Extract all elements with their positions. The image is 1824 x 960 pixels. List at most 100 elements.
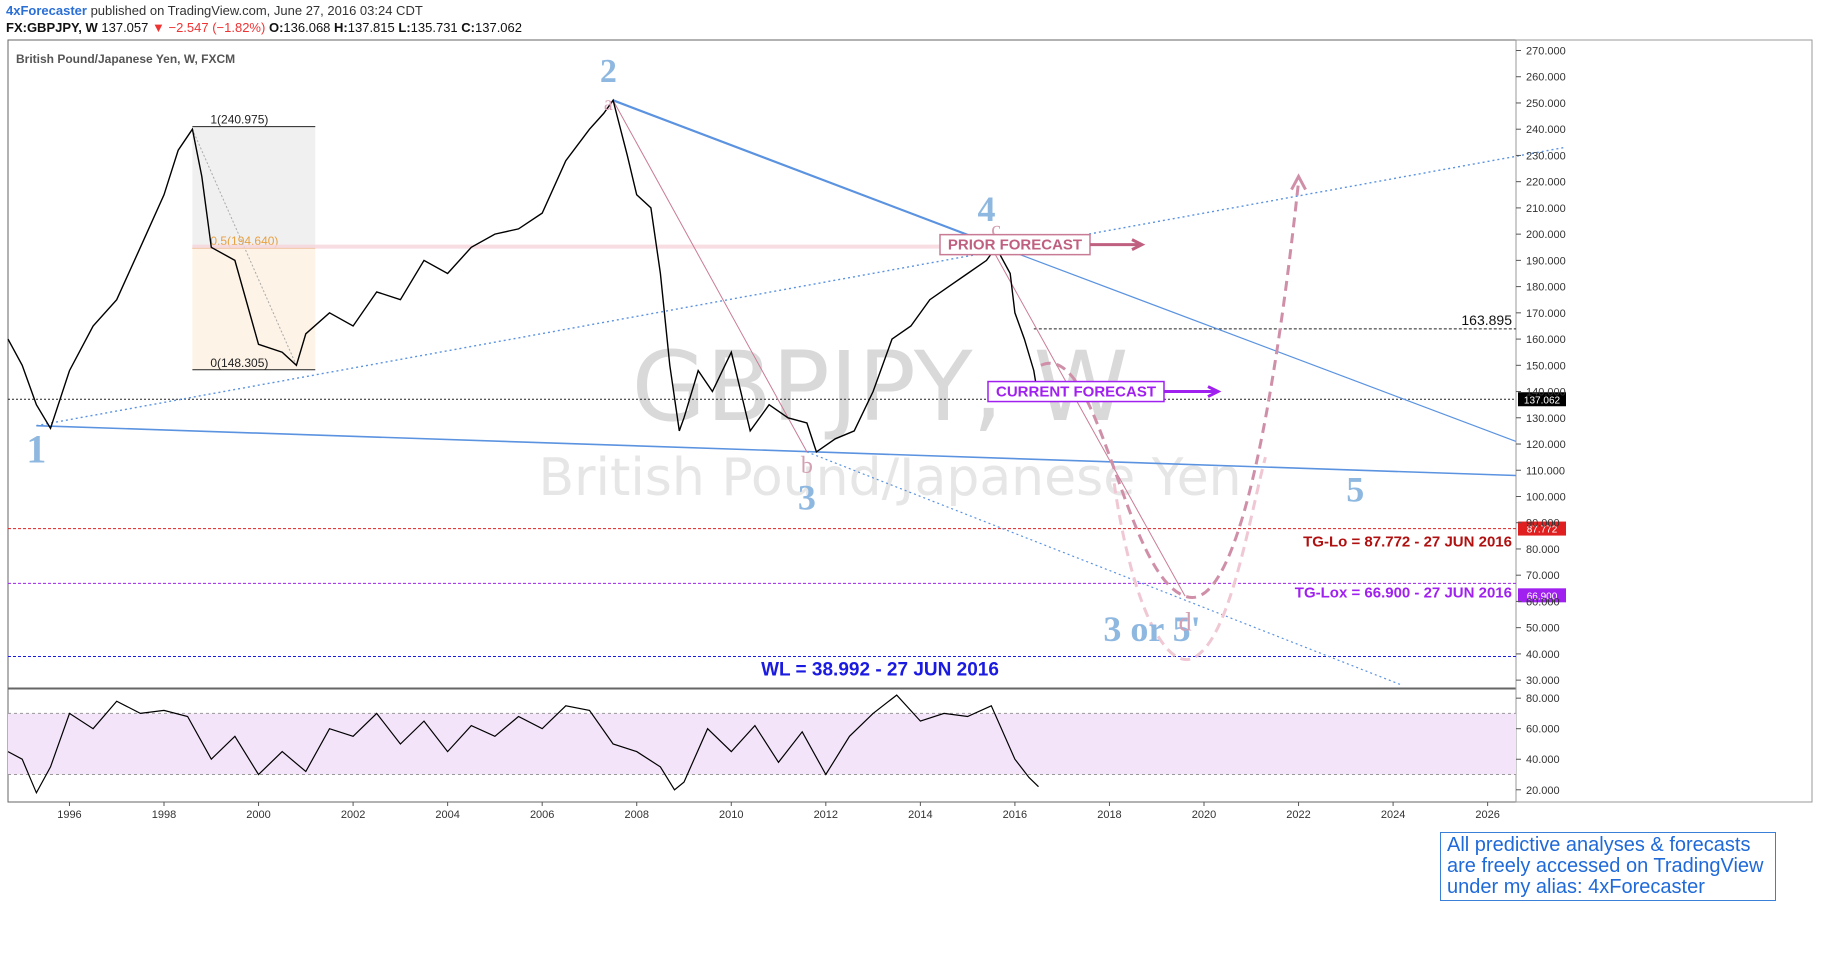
wave-label-b: b <box>801 453 813 479</box>
y-tick-label: 100.000 <box>1526 491 1566 503</box>
y-tick-label: 120.000 <box>1526 439 1566 451</box>
y-tick-label: 40.000 <box>1526 649 1560 661</box>
forecast-path-primary <box>1040 181 1301 599</box>
wave-label-c: c <box>991 216 1001 241</box>
close-value: 137.062 <box>475 20 522 35</box>
low-value: 135.731 <box>410 20 458 35</box>
prior-forecast-label: PRIOR FORECAST <box>948 237 1082 254</box>
y-tick-label: 240.000 <box>1526 124 1566 136</box>
x-tick-label: 2014 <box>908 809 932 821</box>
rsi-y-tick-label: 60.000 <box>1526 724 1560 736</box>
tg-lo-tag <box>1518 521 1566 536</box>
tg-lo-label: TG-Lo = 87.772 - 27 JUN 2016 <box>1303 534 1512 551</box>
close-label: C: <box>461 20 475 35</box>
y-tick-label: 210.000 <box>1526 203 1566 215</box>
symbol[interactable]: FX:GBPJPY, W <box>6 20 98 35</box>
info-box: All predictive analyses & forecasts are … <box>1440 832 1776 901</box>
x-tick-label: 2018 <box>1097 809 1121 821</box>
level-163-label: 163.895 <box>1461 312 1512 328</box>
current-forecast-label: CURRENT FORECAST <box>996 384 1156 401</box>
x-tick-label: 1996 <box>57 809 81 821</box>
rsi-y-tick-label: 40.000 <box>1526 754 1560 766</box>
y-tick-label: 200.000 <box>1526 229 1566 241</box>
y-tick-label: 30.000 <box>1526 675 1560 687</box>
y-tick-label: 130.000 <box>1526 413 1566 425</box>
low-label: L: <box>398 20 411 35</box>
price-series <box>7 98 1040 454</box>
publish-line: 4xForecaster published on TradingView.co… <box>6 3 423 18</box>
prior-forecast-arrow <box>1090 238 1146 251</box>
fib-lower-zone <box>192 248 316 370</box>
upper-trendline <box>612 99 987 244</box>
y-tick-label: 220.000 <box>1526 177 1566 189</box>
panel-title: British Pound/Japanese Yen, W, FXCM <box>16 52 236 66</box>
watermark-sub: British Pound/Japanese Yen <box>538 448 1241 508</box>
x-tick-label: 2016 <box>1003 809 1027 821</box>
wave-label-3-or-5: 3 or 5' <box>1103 609 1200 649</box>
y-tick-label: 230.000 <box>1526 150 1566 162</box>
wave-a-b-line <box>612 100 808 453</box>
x-tick-label: 2020 <box>1192 809 1216 821</box>
y-tick-label: 270.000 <box>1526 45 1566 57</box>
tg-lox-tag <box>1518 588 1566 603</box>
wave-label-a: a <box>604 93 613 115</box>
wave-label-d: d <box>1179 607 1192 636</box>
upper-trendline-ext <box>986 241 1517 442</box>
wave-label-1: 1 <box>26 426 46 471</box>
rsi-y-tick-label: 80.000 <box>1526 693 1560 705</box>
tg-lox-label: TG-Lox = 66.900 - 27 JUN 2016 <box>1295 584 1512 601</box>
x-tick-label: 2002 <box>341 809 365 821</box>
rsi-band <box>8 713 1516 775</box>
fib-label: 1(240.975) <box>210 113 268 127</box>
x-tick-label: 2000 <box>246 809 270 821</box>
y-tick-label: 70.000 <box>1526 570 1560 582</box>
y-tick-label: 170.000 <box>1526 308 1566 320</box>
rsi-series <box>7 694 1039 795</box>
last-price-tag-text: 137.062 <box>1524 395 1561 406</box>
tg-lo-tag-text: 87.772 <box>1527 525 1558 536</box>
wave-label-5: 5 <box>1346 470 1364 510</box>
y-tick-label: 190.000 <box>1526 255 1566 267</box>
y-tick-label: 150.000 <box>1526 360 1566 372</box>
y-tick-label: 180.000 <box>1526 282 1566 294</box>
wave-label-2: 2 <box>600 53 617 90</box>
y-tick-label: 250.000 <box>1526 98 1566 110</box>
prior-forecast-band <box>192 244 1034 249</box>
x-tick-label: 2024 <box>1381 809 1405 821</box>
last-price: 137.057 <box>101 20 149 35</box>
x-tick-label: 2022 <box>1286 809 1310 821</box>
dotted-channel-upper <box>36 146 1565 427</box>
current-forecast-arrow <box>1164 385 1222 398</box>
wl-label: WL = 38.992 - 27 JUN 2016 <box>761 660 999 681</box>
wave-label-3: 3 <box>798 478 816 518</box>
high-value: 137.815 <box>347 20 395 35</box>
dotted-channel-lower <box>806 451 1403 686</box>
y-tick-label: 160.000 <box>1526 334 1566 346</box>
x-tick-label: 2006 <box>530 809 554 821</box>
lower-trendline <box>36 424 1517 477</box>
y-tick-label: 90.000 <box>1526 518 1560 530</box>
rsi-y-tick-label: 20.000 <box>1526 785 1560 797</box>
fib-upper-zone <box>192 126 316 249</box>
y-tick-label: 80.000 <box>1526 544 1560 556</box>
y-tick-label: 50.000 <box>1526 623 1560 635</box>
wave-label-4: 4 <box>978 189 996 229</box>
price-change: ▼ −2.547 (−1.82%) <box>152 20 266 35</box>
wave-c-d-line <box>990 247 1186 597</box>
open-label: O: <box>268 20 284 35</box>
y-tick-label: 260.000 <box>1526 72 1566 84</box>
forecast-arrowhead <box>1290 173 1307 191</box>
x-tick-label: 2010 <box>719 809 743 821</box>
x-tick-label: 2026 <box>1475 809 1499 821</box>
author-link[interactable]: 4xForecaster <box>6 3 87 18</box>
x-tick-label: 2008 <box>624 809 648 821</box>
y-tick-label: 60.000 <box>1526 596 1560 608</box>
y-tick-label: 140.000 <box>1526 387 1566 399</box>
publish-info: published on TradingView.com, June 27, 2… <box>90 3 423 18</box>
forecast-path-alt <box>1112 456 1267 661</box>
x-tick-label: 2004 <box>435 809 459 821</box>
tg-lox-tag-text: 66.900 <box>1527 591 1558 602</box>
open-value: 136.068 <box>283 20 331 35</box>
symbol-line: FX:GBPJPY, W 137.057 ▼ −2.547 (−1.82%) O… <box>6 20 522 35</box>
